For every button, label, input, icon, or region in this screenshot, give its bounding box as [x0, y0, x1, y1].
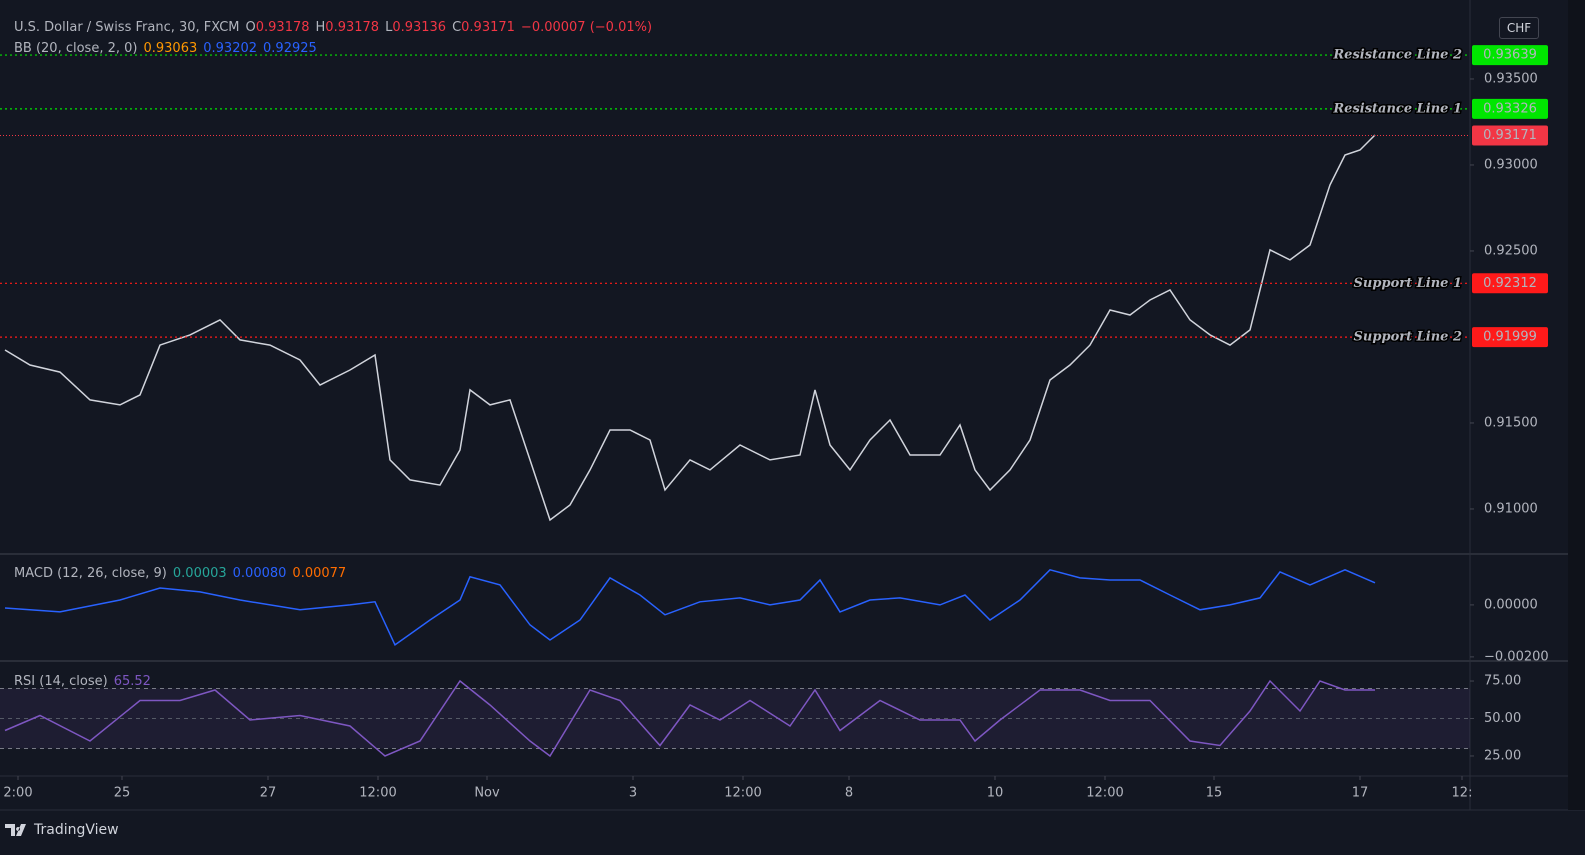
- y-tick-label: 0.92500: [1484, 243, 1538, 258]
- x-tick-label: Nov: [474, 786, 500, 801]
- rsi-legend: RSI (14, close) 65.52: [14, 674, 151, 689]
- indicator-value: 0.00003: [172, 566, 227, 581]
- level-name: Resistance Line 2: [1332, 48, 1462, 63]
- ohlc-change: −0.00007 (−0.01%): [520, 20, 653, 35]
- level-box: [1472, 98, 1548, 119]
- ohlc-key: O: [245, 20, 256, 35]
- last-price-label: 0.93171: [1483, 128, 1537, 143]
- level-value: 0.92312: [1483, 276, 1537, 291]
- level-name: Support Line 1: [1354, 276, 1462, 291]
- side-strip: [1568, 0, 1585, 810]
- y-tick-label: 75.00: [1484, 674, 1521, 689]
- x-tick-label: 27: [260, 786, 277, 801]
- x-tick-label: 12:00: [1086, 786, 1123, 801]
- brand: TradingView: [34, 822, 119, 838]
- y-tick-label: 0.00000: [1484, 597, 1538, 612]
- y-tick-label: 50.00: [1484, 711, 1521, 726]
- ohlc-item: L0.93136: [385, 20, 446, 35]
- level-value: 0.91999: [1483, 330, 1537, 345]
- logo: [5, 824, 26, 836]
- macd-legend: MACD (12, 26, close, 9) 0.00003 0.00080 0.…: [14, 566, 346, 581]
- level-box: [1472, 273, 1548, 294]
- ohlc-key: H: [315, 20, 326, 35]
- level-box: [1472, 327, 1548, 348]
- indicator-title: BB (20, close, 2, 0): [14, 41, 138, 56]
- indicator-value: 0.00080: [232, 566, 287, 581]
- x-tick-label: 3: [629, 786, 637, 801]
- y-tick-label: 0.91500: [1484, 415, 1538, 430]
- footer: TradingView: [4, 822, 119, 838]
- level-name: Resistance Line 1: [1332, 101, 1462, 116]
- indicator-value: 0.93202: [203, 41, 258, 56]
- x-tick-label: 12:00: [359, 786, 396, 801]
- y-tick-label: 0.93500: [1484, 71, 1538, 86]
- symbol-title: U.S. Dollar / Swiss Franc, 30, FXCM: [14, 20, 240, 35]
- y-tick-label: 0.91000: [1484, 501, 1538, 516]
- indicator-title: RSI (14, close): [14, 674, 108, 689]
- y-tick-label: −0.00200: [1484, 649, 1549, 664]
- indicator-value: 0.92925: [263, 41, 317, 56]
- ohlc-value: 0.93178: [325, 20, 380, 35]
- level-value: 0.93639: [1483, 48, 1537, 63]
- indicator-value: 0.93063: [143, 41, 198, 56]
- y-tick-label: 0.93000: [1484, 157, 1538, 172]
- level-name: Support Line 2: [1354, 330, 1462, 345]
- ohlc-item: C0.93171: [452, 20, 515, 35]
- x-tick-label: 15: [1206, 786, 1223, 801]
- ohlc-value: 0.93136: [392, 20, 447, 35]
- bb-legend: BB (20, close, 2, 0) 0.93063 0.93202 0.929…: [14, 41, 317, 56]
- x-tick-label: 25: [114, 786, 131, 801]
- indicator-title: MACD (12, 26, close, 9): [14, 566, 167, 581]
- indicator-value: 65.52: [113, 674, 151, 689]
- ohlc-item: H0.93178: [316, 20, 380, 35]
- currency-label[interactable]: CHF: [1499, 17, 1539, 39]
- x-tick-label: 12:00: [724, 786, 761, 801]
- series-line: [4, 134, 1376, 522]
- ohlc-key: C: [452, 20, 462, 35]
- series-line: [4, 679, 1375, 758]
- ohlc-item: O0.93178: [246, 20, 310, 35]
- level-box: [1472, 45, 1548, 66]
- y-tick-label: 25.00: [1484, 748, 1521, 763]
- indicator-value: 0.00077: [292, 566, 347, 581]
- ohlc-key: L: [385, 20, 393, 35]
- level-value: 0.93326: [1483, 101, 1537, 116]
- series-line: [4, 568, 1376, 647]
- x-tick-label: 2:00: [3, 786, 32, 801]
- symbol-legend: U.S. Dollar / Swiss Franc, 30, FXCM O0.9…: [14, 20, 652, 35]
- x-tick-label: 17: [1352, 786, 1369, 801]
- x-tick-label: 12:: [1452, 786, 1473, 801]
- x-tick-label: 10: [987, 786, 1004, 801]
- ohlc-value: 0.93171: [461, 20, 515, 35]
- x-tick-label: 8: [845, 786, 853, 801]
- last-price-box: [1472, 125, 1548, 146]
- ohlc-value: 0.93178: [255, 20, 310, 35]
